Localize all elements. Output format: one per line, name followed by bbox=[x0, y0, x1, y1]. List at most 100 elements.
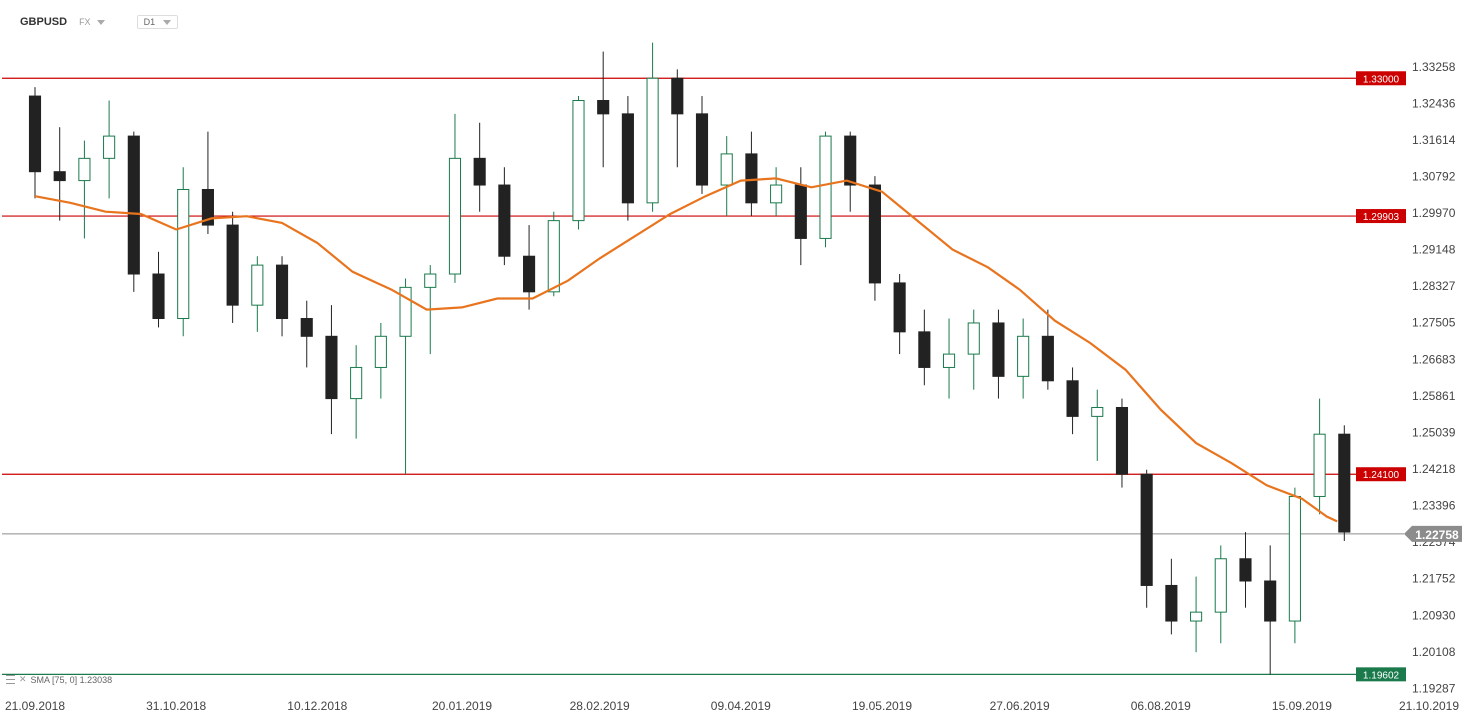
market-dropdown-caret-icon[interactable] bbox=[96, 19, 105, 25]
candle-body[interactable] bbox=[1041, 335, 1054, 382]
candle-body[interactable] bbox=[374, 335, 387, 368]
candle-body[interactable] bbox=[868, 184, 881, 284]
candle-body[interactable] bbox=[695, 113, 709, 186]
candle-body[interactable] bbox=[1313, 433, 1326, 497]
candle-body[interactable] bbox=[350, 366, 363, 400]
candle-body[interactable] bbox=[1214, 558, 1227, 613]
symbol-name[interactable]: GBPUSD bbox=[20, 16, 68, 28]
y-tick-label: 1.19287 bbox=[1412, 681, 1456, 695]
level-price-label: 1.24100 bbox=[1363, 470, 1400, 481]
candle-body[interactable] bbox=[127, 135, 140, 275]
y-tick-label: 1.29970 bbox=[1412, 206, 1456, 220]
y-tick-label: 1.29148 bbox=[1412, 243, 1456, 257]
chevron-down-icon bbox=[163, 19, 172, 25]
x-tick-label: 19.05.2019 bbox=[852, 699, 912, 713]
y-tick-label: 1.31614 bbox=[1412, 133, 1456, 147]
y-tick-label: 1.20930 bbox=[1412, 608, 1456, 622]
candle-body[interactable] bbox=[103, 135, 116, 159]
candle-body[interactable] bbox=[547, 220, 560, 293]
sma-line[interactable] bbox=[34, 177, 1338, 523]
candle-body[interactable] bbox=[1115, 406, 1129, 475]
candle-body[interactable] bbox=[770, 184, 783, 204]
timeframe-select[interactable]: D1 bbox=[136, 15, 179, 29]
candle-body[interactable] bbox=[424, 273, 437, 288]
menu-icon[interactable] bbox=[6, 675, 15, 684]
y-tick-label: 1.23396 bbox=[1412, 499, 1456, 513]
y-tick-label: 1.33258 bbox=[1412, 60, 1456, 74]
candle-body[interactable] bbox=[844, 135, 857, 186]
timeframe-value: D1 bbox=[143, 17, 156, 27]
candle-body[interactable] bbox=[201, 188, 214, 226]
y-tick-label: 1.26683 bbox=[1412, 352, 1456, 366]
indicator-legend: ✕ SMA [75, 0] 1.23038 bbox=[6, 674, 112, 685]
current-price-label: 1.22758 bbox=[1415, 528, 1459, 542]
candle-body[interactable] bbox=[1264, 580, 1277, 622]
y-tick-label: 1.25861 bbox=[1412, 389, 1456, 403]
candle-body[interactable] bbox=[325, 335, 338, 400]
candle-body[interactable] bbox=[498, 184, 511, 257]
x-tick-label: 27.06.2019 bbox=[990, 699, 1050, 713]
x-tick-label: 06.08.2019 bbox=[1131, 699, 1191, 713]
candle-body[interactable] bbox=[300, 318, 313, 337]
candle-body[interactable] bbox=[1091, 406, 1104, 417]
candle-body[interactable] bbox=[794, 184, 807, 239]
candle-body[interactable] bbox=[720, 153, 733, 186]
candle-body[interactable] bbox=[448, 157, 462, 275]
market-label: FX bbox=[79, 17, 91, 27]
candle-body[interactable] bbox=[745, 153, 758, 204]
y-tick-label: 1.21752 bbox=[1412, 572, 1456, 586]
candle-body[interactable] bbox=[473, 157, 486, 186]
candle-body[interactable] bbox=[1239, 558, 1252, 582]
candle-body[interactable] bbox=[1140, 473, 1153, 586]
x-tick-label: 09.04.2019 bbox=[711, 699, 771, 713]
candle-body[interactable] bbox=[671, 77, 684, 115]
y-tick-label: 1.24218 bbox=[1412, 462, 1456, 476]
chart-header: GBPUSD FX D1 bbox=[20, 14, 179, 30]
candle-body[interactable] bbox=[1165, 584, 1178, 622]
candle-body[interactable] bbox=[1066, 380, 1079, 417]
y-tick-label: 1.20108 bbox=[1412, 645, 1456, 659]
candle-body[interactable] bbox=[572, 100, 585, 222]
x-tick-label: 28.02.2019 bbox=[570, 699, 630, 713]
candle-body[interactable] bbox=[177, 188, 190, 320]
x-tick-label: 31.10.2018 bbox=[146, 699, 206, 713]
candle-body[interactable] bbox=[1288, 495, 1301, 622]
y-tick-label: 1.27505 bbox=[1412, 316, 1456, 330]
level-price-tag bbox=[1356, 467, 1406, 482]
y-tick-label: 1.28327 bbox=[1412, 279, 1456, 293]
level-price-label: 1.19602 bbox=[1363, 670, 1400, 681]
candle-body[interactable] bbox=[1338, 433, 1351, 533]
candle-body[interactable] bbox=[399, 286, 412, 337]
candle-body[interactable] bbox=[523, 255, 536, 293]
level-price-label: 1.29903 bbox=[1363, 212, 1400, 223]
candle-body[interactable] bbox=[28, 95, 42, 173]
level-price-tag bbox=[1356, 71, 1406, 86]
candle-body[interactable] bbox=[597, 100, 610, 115]
candle-body[interactable] bbox=[992, 322, 1005, 377]
y-tick-label: 1.32436 bbox=[1412, 96, 1456, 110]
candle-body[interactable] bbox=[152, 273, 165, 320]
level-price-tag bbox=[1356, 209, 1406, 224]
candle-body[interactable] bbox=[53, 171, 66, 182]
candle-body[interactable] bbox=[1190, 611, 1203, 622]
x-tick-label: 20.01.2019 bbox=[432, 699, 492, 713]
candle-body[interactable] bbox=[918, 331, 931, 368]
x-tick-label: 10.12.2018 bbox=[287, 699, 347, 713]
close-icon[interactable]: ✕ bbox=[19, 674, 27, 684]
candle-body[interactable] bbox=[893, 282, 906, 333]
candle-body[interactable] bbox=[646, 77, 659, 204]
x-tick-label: 15.09.2019 bbox=[1272, 699, 1332, 713]
candle-body[interactable] bbox=[819, 135, 832, 239]
candle-body[interactable] bbox=[621, 113, 634, 204]
sma-indicator-label: SMA [75, 0] 1.23038 bbox=[30, 674, 113, 685]
candle-body[interactable] bbox=[275, 264, 289, 320]
level-price-label: 1.33000 bbox=[1363, 74, 1400, 85]
candle-body[interactable] bbox=[967, 322, 980, 355]
level-price-tag bbox=[1356, 667, 1406, 682]
candle-body[interactable] bbox=[251, 264, 264, 306]
candle-body[interactable] bbox=[78, 157, 91, 182]
candle-body[interactable] bbox=[1017, 335, 1030, 377]
candle-body[interactable] bbox=[226, 224, 239, 306]
candle-body[interactable] bbox=[942, 353, 956, 368]
